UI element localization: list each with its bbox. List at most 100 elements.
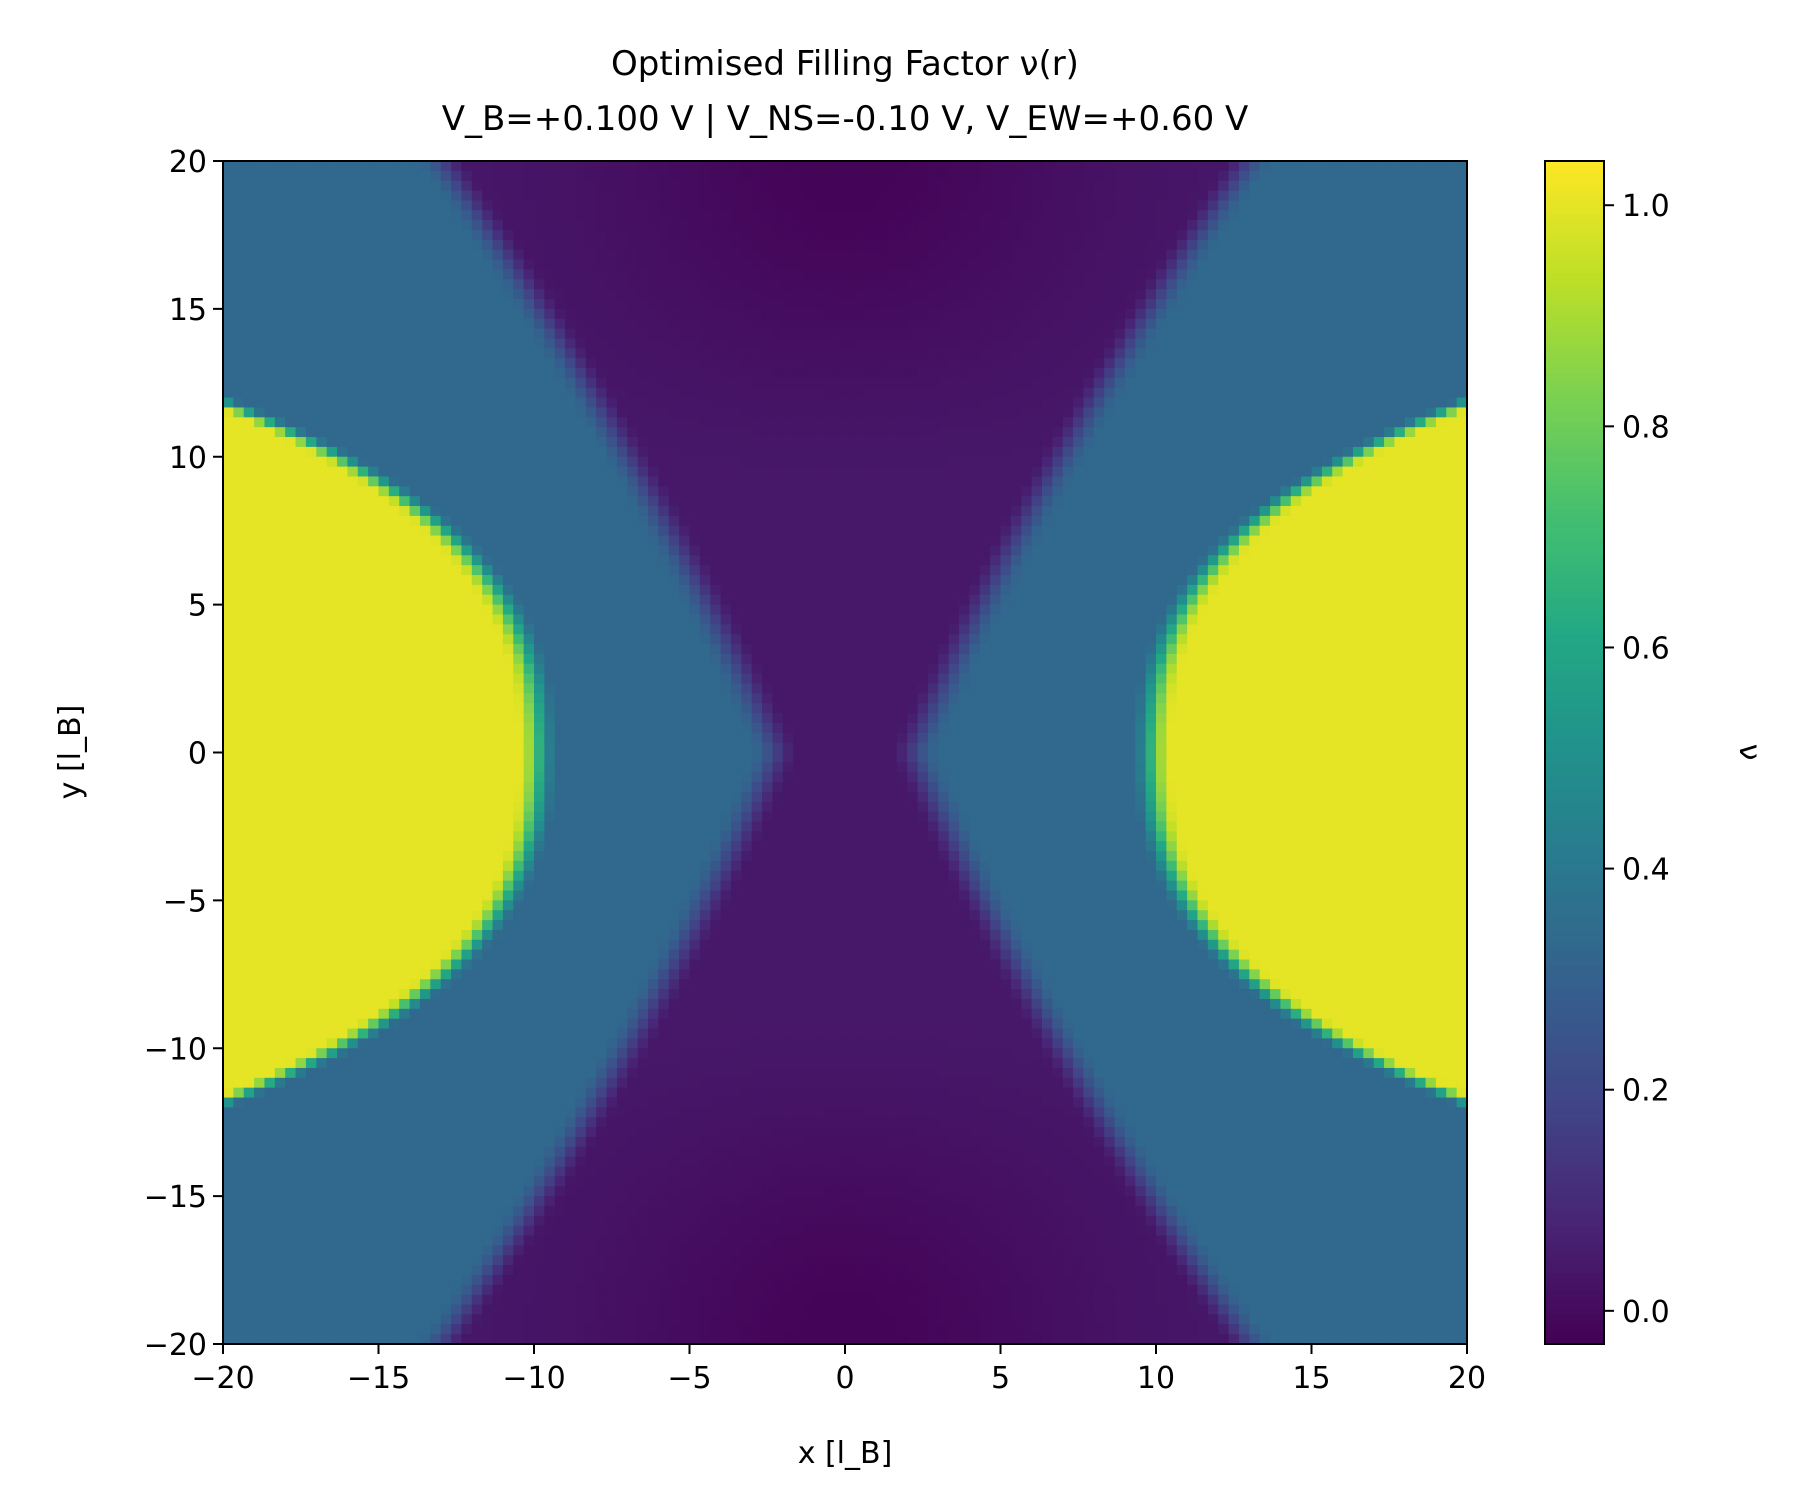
heatmap-cell xyxy=(1197,387,1209,399)
heatmap-cell xyxy=(295,318,307,330)
heatmap-cell xyxy=(534,279,545,290)
heatmap-cell xyxy=(554,338,566,349)
heatmap-cell xyxy=(668,328,680,340)
heatmap-cell xyxy=(1207,377,1219,389)
heatmap-cell xyxy=(305,259,317,271)
heatmap-cell xyxy=(440,338,452,349)
heatmap-cell xyxy=(1435,200,1447,211)
heatmap-cell xyxy=(1218,456,1230,468)
heatmap-cell xyxy=(793,239,805,251)
heatmap-cell xyxy=(637,190,649,202)
heatmap-cell xyxy=(824,279,836,290)
heatmap-cell xyxy=(1332,220,1344,231)
heatmap-cell xyxy=(803,259,815,271)
heatmap-cell xyxy=(1000,289,1012,300)
heatmap-cell xyxy=(357,210,369,221)
heatmap-cell xyxy=(927,338,939,349)
heatmap-cell xyxy=(1342,407,1354,418)
heatmap-cell xyxy=(845,190,856,202)
heatmap-cell xyxy=(907,249,919,261)
heatmap-cell xyxy=(1435,506,1447,517)
heatmap-cell xyxy=(689,525,701,537)
heatmap-cell xyxy=(1187,279,1199,290)
heatmap-cell xyxy=(337,230,348,241)
heatmap-cell xyxy=(1228,239,1240,251)
heatmap-cell xyxy=(337,239,348,251)
heatmap-cell xyxy=(1456,239,1468,251)
heatmap-cell xyxy=(1394,249,1406,261)
heatmap-cell xyxy=(1363,496,1375,507)
heatmap-cell xyxy=(1135,308,1147,320)
heatmap-cell xyxy=(316,348,328,359)
heatmap-cell xyxy=(616,289,628,300)
heatmap-cell xyxy=(907,230,919,241)
heatmap-cell xyxy=(1176,555,1188,566)
heatmap-cell xyxy=(1363,368,1375,379)
heatmap-cell xyxy=(596,417,608,428)
heatmap-cell xyxy=(627,486,639,497)
heatmap-cell xyxy=(699,338,711,349)
heatmap-cell xyxy=(357,170,369,182)
heatmap-cell xyxy=(813,535,825,547)
heatmap-cell xyxy=(1456,200,1468,211)
heatmap-cell xyxy=(347,387,359,399)
heatmap-cell xyxy=(1352,289,1364,300)
heatmap-cell xyxy=(254,348,266,359)
heatmap-cell xyxy=(1415,555,1427,566)
heatmap-cell xyxy=(1114,338,1126,349)
heatmap-cell xyxy=(326,565,338,576)
heatmap-cell xyxy=(793,565,805,576)
heatmap-cell xyxy=(1415,545,1427,556)
heatmap-cell xyxy=(223,437,234,448)
heatmap-cell xyxy=(1083,417,1095,428)
heatmap-cell xyxy=(492,407,504,418)
heatmap-cell xyxy=(959,239,970,251)
heatmap-cell xyxy=(575,220,587,231)
heatmap-cell xyxy=(886,407,898,418)
heatmap-cell xyxy=(419,210,431,221)
heatmap-cell xyxy=(1010,180,1022,192)
heatmap-cell xyxy=(1000,318,1012,330)
heatmap-cell xyxy=(1166,358,1178,369)
heatmap-cell xyxy=(1394,190,1406,202)
heatmap-cell xyxy=(347,190,359,202)
heatmap-cell xyxy=(679,200,691,211)
heatmap-cell xyxy=(1000,259,1012,271)
heatmap-cell xyxy=(264,555,276,566)
heatmap-cell xyxy=(316,200,328,211)
heatmap-cell xyxy=(492,170,504,182)
heatmap-cell xyxy=(1363,348,1375,359)
heatmap-cell xyxy=(782,515,794,527)
heatmap-cell xyxy=(357,486,369,497)
heatmap-cell xyxy=(834,437,846,448)
heatmap-cell xyxy=(720,407,732,418)
heatmap-cell xyxy=(1384,427,1396,438)
heatmap-cell xyxy=(1342,279,1354,290)
heatmap-cell xyxy=(1249,200,1261,211)
heatmap-cell xyxy=(1384,437,1396,448)
heatmap-cell xyxy=(1156,427,1167,438)
heatmap-cell xyxy=(917,338,929,349)
heatmap-cell xyxy=(803,456,815,468)
heatmap-cell xyxy=(959,190,970,202)
heatmap-cell xyxy=(1280,338,1292,349)
heatmap-cell xyxy=(554,486,566,497)
heatmap-cell xyxy=(305,397,317,409)
heatmap-cell xyxy=(927,486,939,497)
heatmap-cell xyxy=(948,496,960,507)
heatmap-cell xyxy=(689,230,701,241)
heatmap-cell xyxy=(907,289,919,300)
heatmap-cell xyxy=(927,170,939,182)
heatmap-cell xyxy=(689,387,701,399)
heatmap-cell xyxy=(1363,259,1375,271)
heatmap-cell xyxy=(658,259,670,271)
heatmap-cell xyxy=(907,210,919,221)
heatmap-cell xyxy=(1259,377,1271,389)
heatmap-cell xyxy=(409,180,421,192)
heatmap-cell xyxy=(1083,318,1095,330)
heatmap-cell xyxy=(575,259,587,271)
heatmap-cell xyxy=(1238,515,1250,527)
heatmap-cell xyxy=(1238,249,1250,261)
heatmap-cell xyxy=(658,358,670,369)
heatmap-cell xyxy=(1446,180,1458,192)
